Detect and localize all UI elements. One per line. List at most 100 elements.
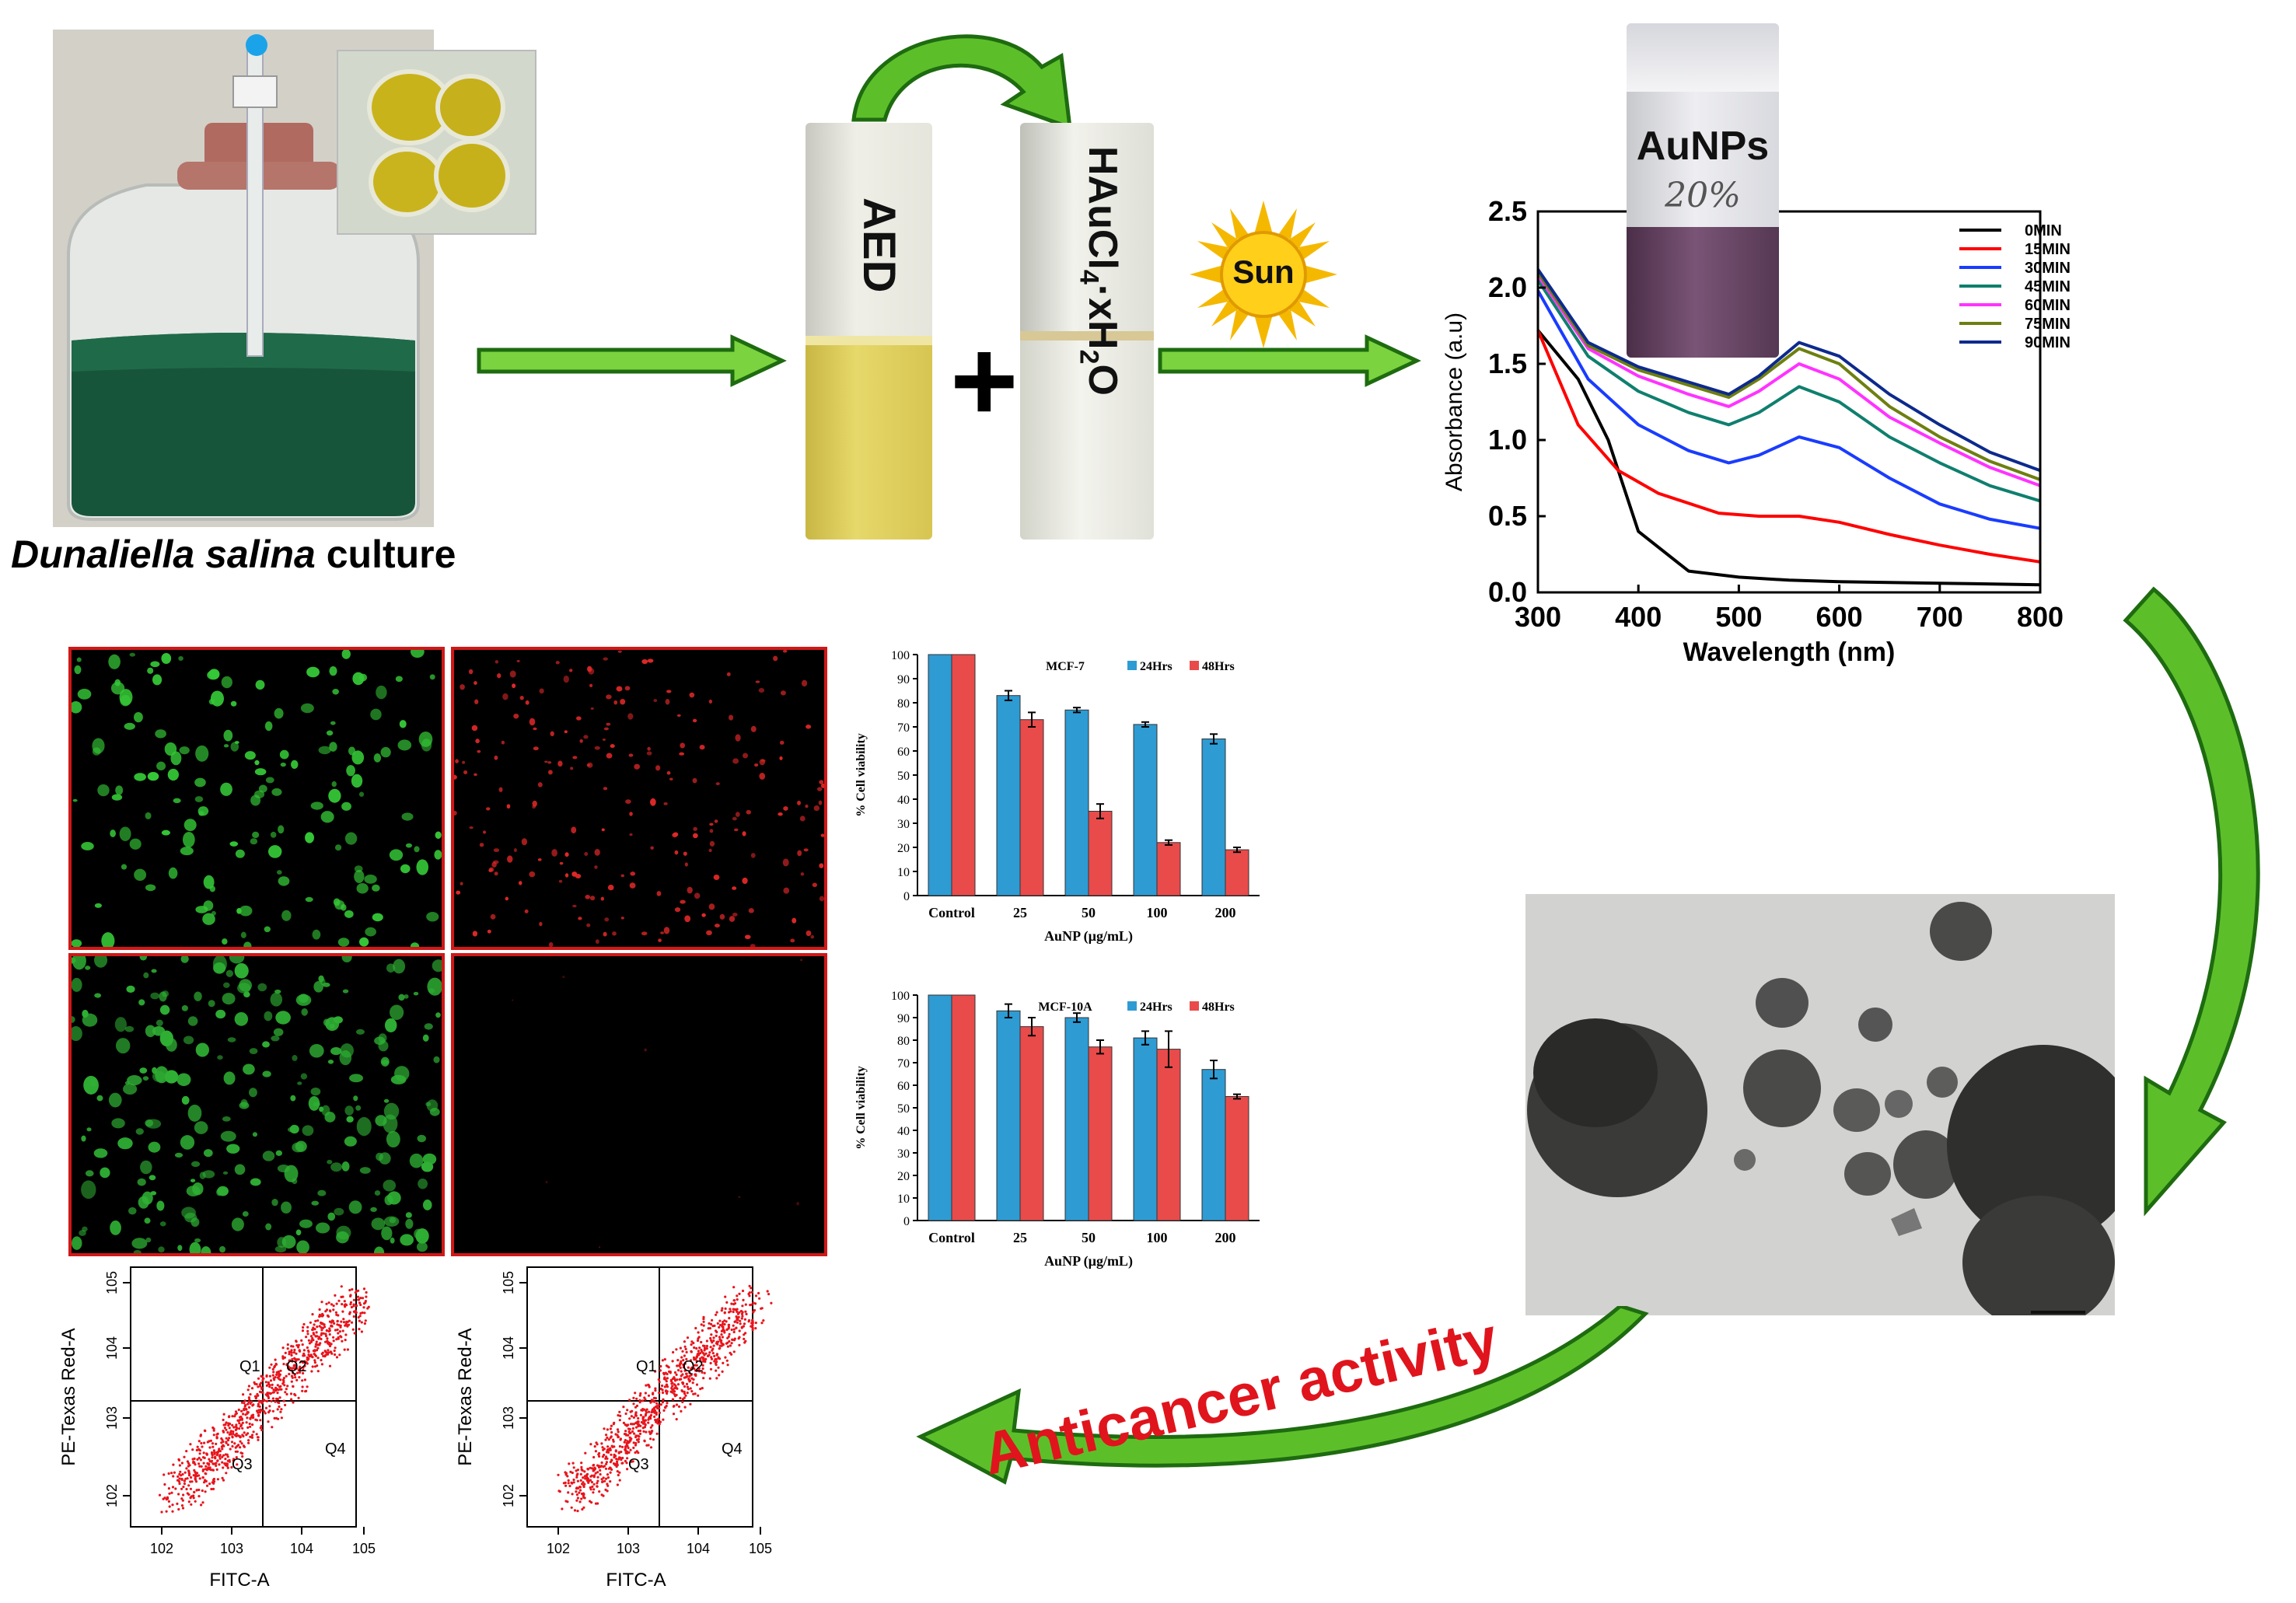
event-dot	[725, 1301, 729, 1304]
live-cell	[344, 1136, 357, 1147]
event-dot	[306, 1332, 309, 1336]
live-cell	[274, 1245, 287, 1253]
dead-cell	[709, 822, 714, 826]
event-dot	[683, 1392, 687, 1395]
event-dot	[247, 1406, 251, 1409]
event-dot	[747, 1320, 750, 1323]
event-dot	[664, 1406, 667, 1409]
event-dot	[243, 1399, 246, 1402]
dead-cell	[539, 921, 543, 927]
event-dot	[236, 1444, 239, 1448]
event-dot	[168, 1492, 171, 1495]
event-dot	[203, 1429, 206, 1432]
y-tick-label: 0.0	[1488, 576, 1527, 608]
event-dot	[659, 1387, 662, 1391]
live-cell	[376, 685, 387, 700]
event-dot	[697, 1394, 700, 1397]
live-cell	[139, 1067, 148, 1074]
event-dot	[655, 1413, 658, 1416]
dead-cell	[708, 848, 712, 853]
event-dot	[686, 1392, 689, 1395]
bar-48hrs	[1019, 1026, 1044, 1221]
bar-24hrs	[996, 1010, 1021, 1221]
event-dot	[307, 1339, 310, 1342]
dead-cell	[732, 758, 739, 764]
event-dot	[766, 1290, 769, 1293]
event-dot	[654, 1370, 657, 1373]
event-dot	[721, 1322, 724, 1325]
live-cell	[370, 1207, 377, 1212]
event-dot	[239, 1451, 243, 1455]
live-cell	[180, 1135, 195, 1150]
dead-cell	[735, 734, 741, 742]
event-dot	[289, 1392, 293, 1395]
event-dot	[622, 1421, 625, 1424]
event-dot	[264, 1381, 267, 1384]
live-cell	[395, 676, 403, 683]
live-cell	[401, 812, 414, 821]
event-dot	[292, 1401, 295, 1404]
event-dot	[564, 1484, 568, 1487]
dead-cell	[629, 882, 636, 889]
event-dot	[645, 1384, 648, 1387]
event-dot	[721, 1307, 724, 1310]
dead-cell	[680, 742, 686, 749]
dead-cell	[544, 760, 548, 763]
dead-cell	[610, 744, 615, 749]
event-dot	[295, 1378, 299, 1381]
event-dot	[224, 1458, 227, 1461]
event-dot	[576, 1496, 579, 1500]
event-dot	[265, 1384, 268, 1387]
live-cell	[194, 1238, 201, 1243]
event-dot	[710, 1339, 713, 1342]
event-dot	[257, 1385, 260, 1388]
event-dot	[662, 1409, 666, 1412]
event-dot	[610, 1458, 613, 1462]
live-cell	[249, 1048, 258, 1054]
event-dot	[582, 1476, 585, 1479]
event-dot	[720, 1339, 723, 1343]
event-dot	[651, 1399, 654, 1402]
event-dot	[630, 1423, 633, 1426]
event-dot	[729, 1344, 732, 1347]
dead-cell	[778, 812, 783, 816]
event-dot	[328, 1320, 331, 1323]
live-cell	[72, 939, 82, 947]
event-dot	[167, 1472, 170, 1476]
dead-cell	[604, 917, 610, 922]
x-tick-label: Control	[928, 905, 975, 920]
dead-cell	[518, 881, 522, 885]
event-dot	[260, 1428, 264, 1432]
event-dot	[709, 1346, 712, 1349]
bar-48hrs	[1019, 719, 1044, 896]
event-dot	[352, 1304, 355, 1308]
live-cell	[358, 791, 365, 797]
dead-cell	[486, 807, 491, 811]
live-cell	[217, 1055, 223, 1060]
fluorescence-panel-green-2	[68, 953, 445, 1256]
event-dot	[340, 1285, 343, 1288]
event-dot	[344, 1333, 348, 1336]
event-dot	[222, 1479, 225, 1482]
event-dot	[617, 1414, 620, 1417]
event-dot	[271, 1367, 274, 1371]
dead-cell	[634, 763, 641, 770]
event-dot	[728, 1332, 731, 1336]
legend-swatch	[1190, 661, 1199, 670]
event-dot	[683, 1340, 686, 1343]
live-cell	[418, 1179, 428, 1189]
live-cell	[305, 832, 314, 843]
event-dot	[187, 1462, 190, 1465]
dead-cell	[506, 804, 511, 809]
live-cell	[405, 1212, 412, 1218]
dead-cell	[588, 668, 595, 675]
live-cell	[159, 1004, 170, 1015]
bar-24hrs	[1201, 1069, 1226, 1221]
event-dot	[203, 1441, 206, 1444]
event-dot	[158, 1493, 162, 1496]
quadrant-label: Q1	[239, 1358, 260, 1375]
live-cell	[356, 882, 369, 894]
x-axis-label: AuNP (µg/mL)	[1044, 1253, 1133, 1269]
event-dot	[289, 1350, 292, 1353]
live-cell	[202, 1170, 215, 1179]
